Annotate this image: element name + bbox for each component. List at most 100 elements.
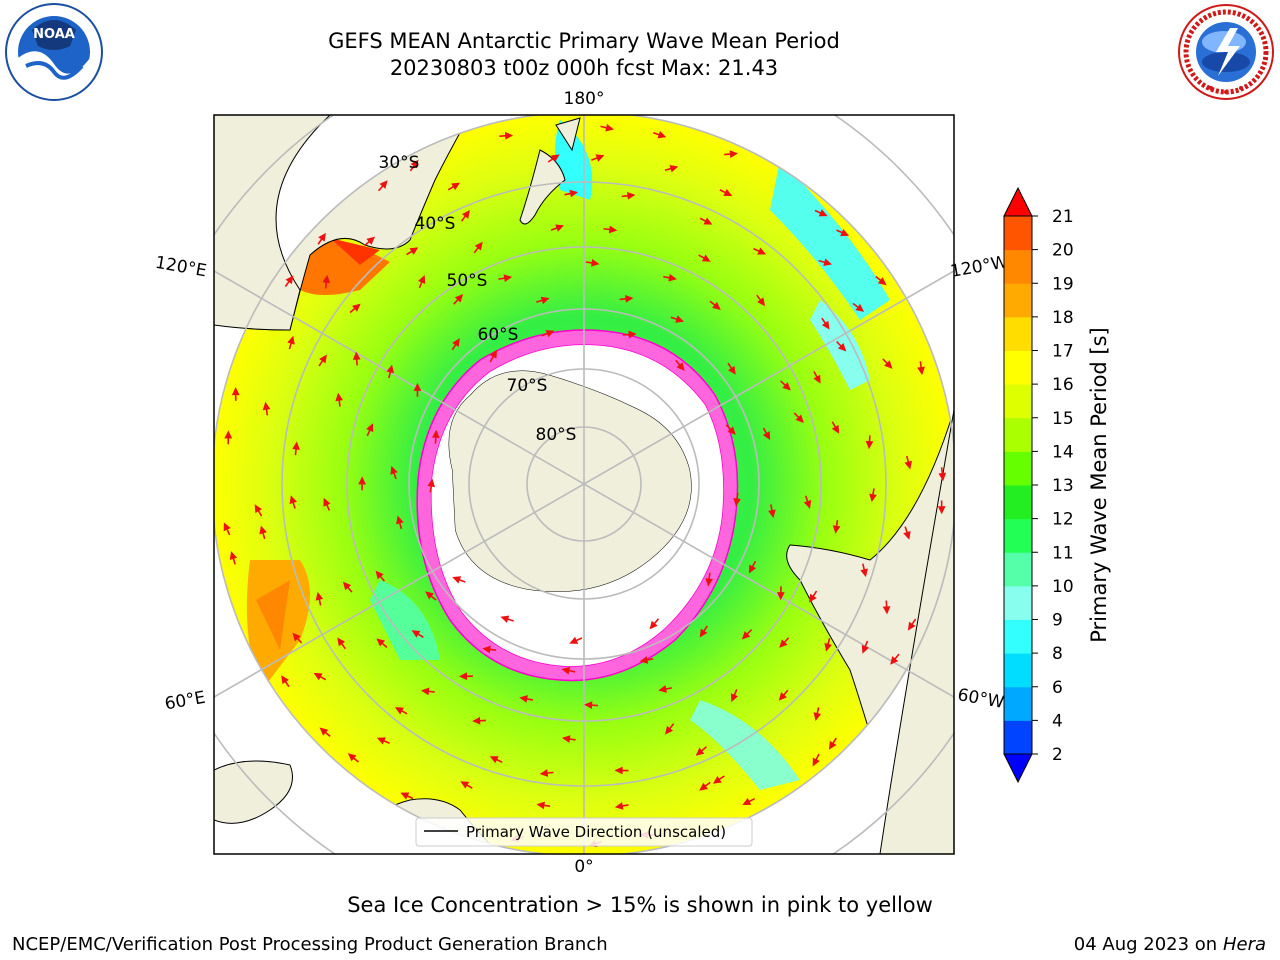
lat-label-70s: 70°S bbox=[507, 376, 548, 396]
wave-arrow-head bbox=[705, 578, 713, 587]
map-title: GEFS MEAN Antarctic Primary Wave Mean Pe… bbox=[328, 29, 840, 53]
colorbar-tick-label: 18 bbox=[1052, 308, 1074, 328]
sea-ice-caption: Sea Ice Concentration > 15% is shown in … bbox=[347, 893, 933, 917]
wave-arrow-head bbox=[292, 441, 300, 450]
wave-arrow-head bbox=[762, 431, 771, 441]
wave-arrow-head bbox=[795, 414, 804, 423]
wave-direction-arrows bbox=[223, 123, 947, 848]
wave-arrow-head bbox=[828, 740, 837, 750]
wave-arrow-head bbox=[903, 530, 911, 540]
wave-arrow-head bbox=[561, 735, 571, 743]
wave-arrow-head bbox=[410, 159, 419, 169]
wave-arrow-head bbox=[352, 303, 361, 312]
wave-arrow-head bbox=[757, 297, 766, 307]
wave-arrow-head bbox=[813, 712, 822, 721]
wave-arrow-head bbox=[413, 382, 422, 391]
wave-arrow-head bbox=[699, 628, 708, 638]
wave-arrow-head bbox=[550, 154, 560, 163]
wave-arrow-head bbox=[224, 430, 233, 439]
wave-arrow-head bbox=[342, 581, 352, 591]
map-frame-content bbox=[214, 115, 954, 854]
footer-date: 04 Aug 2023 on Hera bbox=[1074, 934, 1266, 955]
noaa-logo-text: NOAA bbox=[33, 27, 75, 42]
wave-arrow-head bbox=[474, 241, 483, 251]
colorbar-tick-label: 10 bbox=[1052, 577, 1074, 597]
wave-arrow-head bbox=[454, 293, 464, 303]
wave-arrow-head bbox=[869, 493, 877, 503]
colorbar-extend-low bbox=[1003, 753, 1033, 784]
wave-arrow-head bbox=[703, 217, 713, 225]
wave-arrow-head bbox=[818, 209, 828, 217]
wave-arrow-head bbox=[425, 591, 434, 600]
lat-label-60s: 60°S bbox=[478, 325, 519, 345]
colorbar-segment bbox=[1004, 283, 1032, 318]
wave-arrow-head bbox=[625, 294, 634, 303]
wave-arrow-head bbox=[231, 387, 240, 396]
wave-arrow-head bbox=[712, 301, 721, 310]
wave-arrow-head bbox=[489, 756, 499, 764]
wave-arrow-head bbox=[335, 392, 344, 402]
wave-arrow-head bbox=[431, 429, 440, 439]
wave-arrow-head bbox=[569, 189, 579, 198]
wave-arrow-head bbox=[723, 188, 733, 196]
wave-arrow-head bbox=[861, 644, 870, 654]
wave-arrow-head bbox=[768, 509, 776, 519]
lat-label-50s: 50°S bbox=[447, 271, 488, 291]
wave-arrow-head bbox=[289, 495, 297, 505]
wave-arrow-head bbox=[379, 180, 388, 189]
lat-label-80s: 80°S bbox=[536, 425, 577, 445]
wave-arrow-head bbox=[837, 343, 847, 352]
lon-label-180: 180° bbox=[564, 89, 605, 109]
wave-arrow-head bbox=[668, 273, 677, 282]
wave-arrow-head bbox=[728, 365, 736, 375]
colorbar-tick-label: 17 bbox=[1052, 342, 1074, 362]
wave-arrow-head bbox=[313, 672, 323, 681]
wave-arrow-head bbox=[803, 500, 812, 509]
wave-arrow-head bbox=[459, 672, 468, 681]
wave-arrow-head bbox=[712, 776, 722, 784]
wave-arrow-head bbox=[561, 666, 571, 675]
wave-arrow-head bbox=[938, 472, 947, 482]
wave-arrow-head bbox=[285, 275, 294, 285]
wave-arrow-head bbox=[519, 695, 528, 703]
noaa-logo-icon: NOAA bbox=[5, 3, 103, 101]
wave-arrow-head bbox=[489, 349, 497, 359]
footer-host: Hera bbox=[1223, 934, 1266, 955]
colorbar: 2 4 6 8 9 10 11 12 13 14 15 16 17 18 19 20 21 bbox=[1003, 186, 1074, 784]
wave-arrow-head bbox=[779, 639, 788, 648]
wave-arrow-head bbox=[884, 360, 893, 369]
map-legend: Primary Wave Direction (unscaled) bbox=[415, 817, 753, 847]
colorbar-segment bbox=[1004, 249, 1032, 284]
wave-arrow-head bbox=[500, 615, 510, 623]
map-subtitle: 20230803 t00z 000h fcst Max: 21.43 bbox=[389, 56, 779, 80]
wave-arrow-head bbox=[877, 277, 887, 286]
wave-arrow-head bbox=[840, 228, 850, 237]
colorbar-tick-label: 4 bbox=[1052, 711, 1063, 731]
wave-arrow-head bbox=[292, 632, 301, 642]
wave-arrow-head bbox=[420, 687, 430, 696]
wave-arrow-head bbox=[319, 354, 327, 364]
colorbar-segment bbox=[1004, 451, 1032, 486]
wave-arrow-head bbox=[614, 802, 624, 810]
wave-arrow-head bbox=[664, 725, 674, 735]
colorbar-tick-label: 6 bbox=[1052, 678, 1063, 698]
colorbar-tick-label: 11 bbox=[1052, 543, 1074, 563]
footer-branch: NCEP/EMC/Verification Post Processing Pr… bbox=[12, 934, 608, 955]
wave-arrow-head bbox=[890, 656, 899, 665]
wave-arrow-head bbox=[831, 424, 840, 434]
colorbar-tick-label: 2 bbox=[1052, 745, 1063, 765]
colorbar-segment bbox=[1004, 619, 1032, 654]
wave-arrow-head bbox=[832, 525, 841, 534]
wave-arrow-head bbox=[427, 478, 436, 488]
wave-arrow-head bbox=[400, 792, 410, 800]
wave-arrow-head bbox=[882, 606, 891, 615]
colorbar-segment bbox=[1004, 316, 1032, 351]
sea-ice bbox=[416, 329, 739, 682]
colorbar-tick-label: 9 bbox=[1052, 611, 1063, 631]
colorbar-segment bbox=[1004, 686, 1032, 721]
wave-arrow-head bbox=[394, 707, 404, 715]
wave-arrow-head bbox=[452, 338, 460, 348]
colorbar-segment bbox=[1004, 485, 1032, 520]
wave-arrow-head bbox=[504, 131, 514, 140]
lat-label-30s: 30°S bbox=[379, 153, 420, 173]
